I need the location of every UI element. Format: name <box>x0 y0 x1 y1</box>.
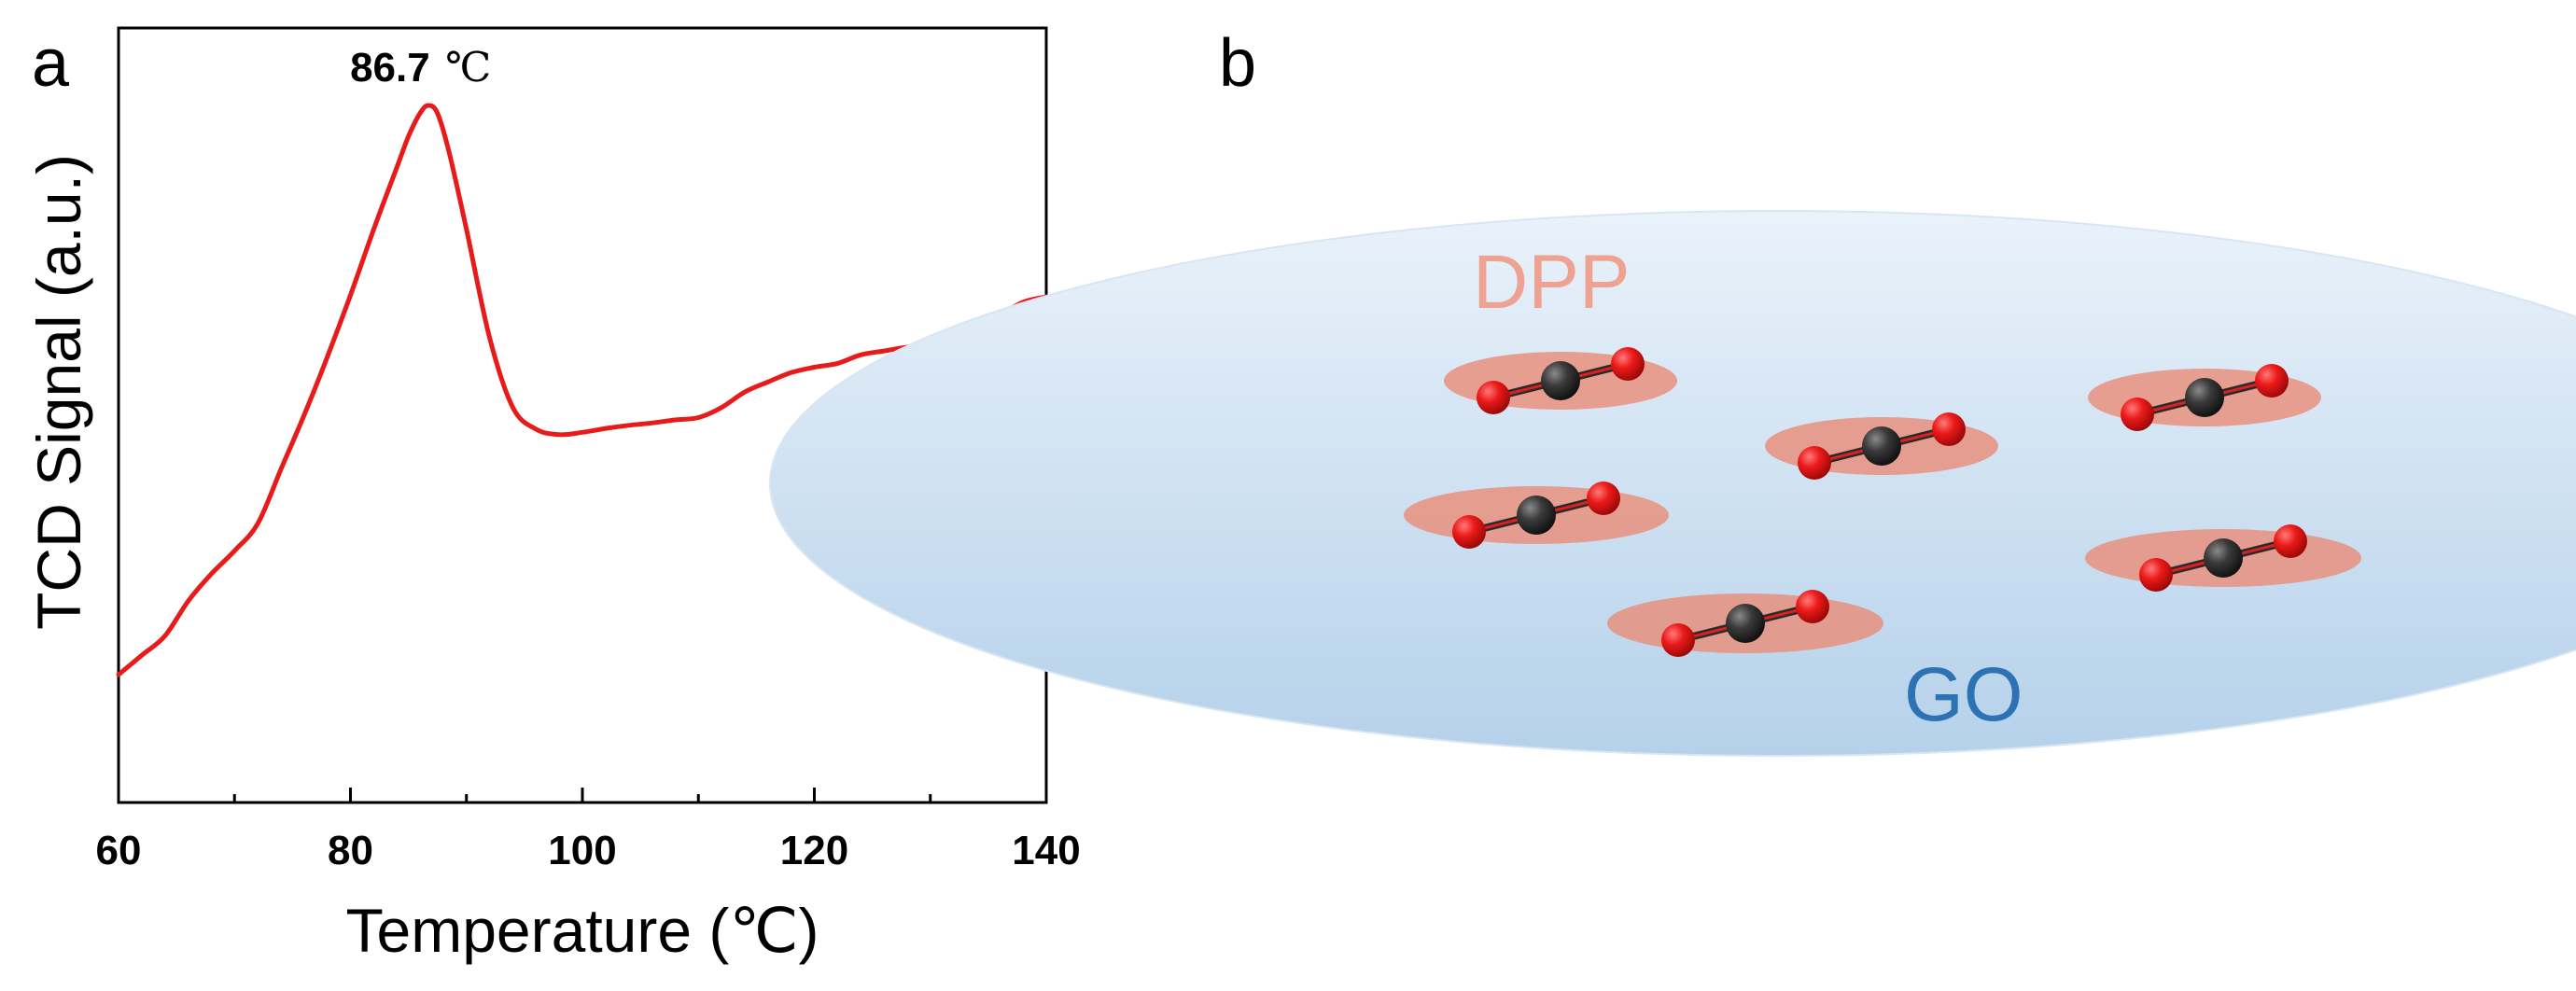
co2-molecule <box>1444 347 1677 414</box>
tcd-chart: 60 80 100 120 140 86.7 ℃ Temperature (℃) TCD… <box>24 26 1081 965</box>
oxygen-atom <box>1661 623 1695 657</box>
go-label: GO <box>1904 652 2023 737</box>
oxygen-atom <box>1798 446 1831 480</box>
peak-annotation: 86.7 ℃ <box>350 44 491 91</box>
carbon-atom <box>1541 361 1580 400</box>
dpp-label: DPP <box>1473 240 1631 325</box>
co2-molecule <box>1404 482 1669 549</box>
oxygen-atom <box>1796 590 1829 623</box>
panel-b-label: b <box>1219 26 1256 101</box>
carbon-atom <box>1862 426 1901 466</box>
carbon-atom <box>2204 538 2243 578</box>
oxygen-atom <box>1587 482 1620 515</box>
series-line-tcd <box>116 103 1049 677</box>
x-tick-label-140: 140 <box>1012 828 1080 873</box>
dpp-go-schematic: DPP GO <box>769 210 2576 757</box>
carbon-atom <box>2185 378 2224 417</box>
x-axis-title: Temperature (℃) <box>346 896 819 965</box>
co2-molecule <box>2088 364 2321 431</box>
x-tick-label-80: 80 <box>328 828 373 873</box>
y-axis-title: TCD Signal (a.u.) <box>24 154 93 630</box>
co2-molecule <box>1607 590 1883 657</box>
oxygen-atom <box>2139 558 2173 592</box>
co2-molecule <box>1765 412 1998 480</box>
peak-annotation-unit: ℃ <box>445 44 491 91</box>
oxygen-atom <box>1611 347 1645 381</box>
oxygen-atom <box>2274 524 2307 558</box>
x-tick-label-100: 100 <box>548 828 616 873</box>
go-support-ellipse <box>769 210 2576 757</box>
panel-a-label: a <box>32 26 70 101</box>
co2-molecule <box>2085 524 2361 592</box>
carbon-atom <box>1726 604 1765 643</box>
oxygen-atom <box>2255 364 2289 398</box>
x-axis-ticks <box>117 788 1048 803</box>
oxygen-atom <box>2121 398 2154 431</box>
peak-annotation-value: 86.7 <box>350 45 430 91</box>
oxygen-atom <box>1477 381 1510 414</box>
x-axis-tick-labels: 60 80 100 120 140 <box>96 828 1081 873</box>
oxygen-atom <box>1452 515 1486 549</box>
x-tick-label-120: 120 <box>780 828 848 873</box>
oxygen-atom <box>1932 412 1966 446</box>
x-tick-label-60: 60 <box>96 828 142 873</box>
carbon-atom <box>1517 496 1556 535</box>
